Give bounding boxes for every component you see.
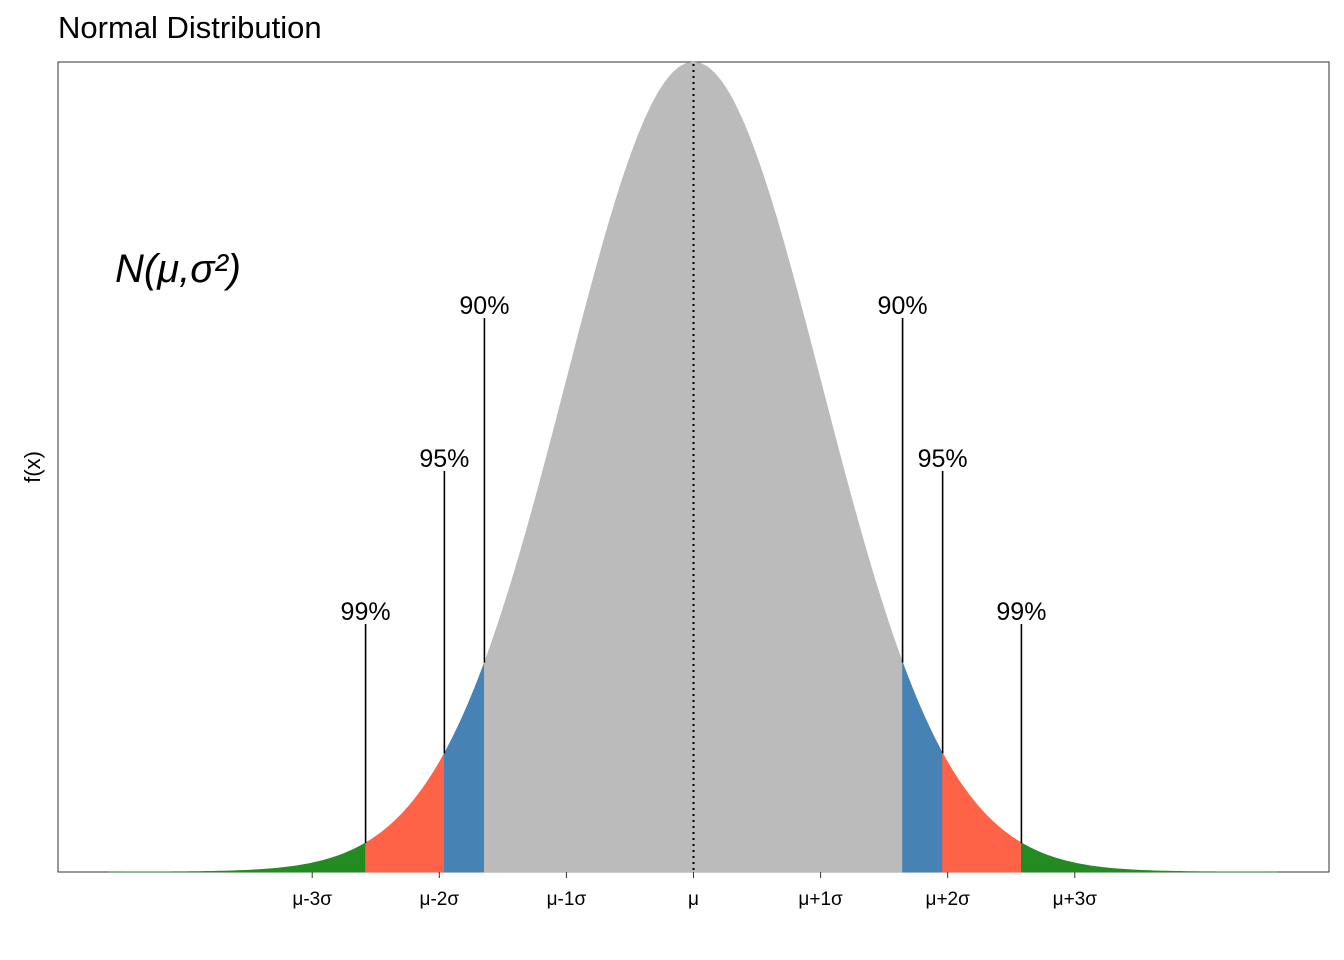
- annotation-label-1: 95%: [419, 445, 469, 473]
- density-region-1: [365, 753, 445, 873]
- y-axis-label: f(x): [20, 451, 45, 483]
- annotation-label-4: 95%: [918, 445, 968, 473]
- annotation-label-5: 99%: [996, 598, 1046, 626]
- x-tick-label-4: μ+1σ: [798, 889, 843, 910]
- chart-title: Normal Distribution: [58, 10, 322, 45]
- x-tick-label-0: μ-3σ: [292, 889, 332, 910]
- annotation-label-3: 90%: [878, 292, 928, 320]
- density-region-5: [942, 753, 1022, 873]
- density-region-2: [443, 662, 485, 873]
- density-region-0: [108, 842, 366, 873]
- x-tick-label-1: μ-2σ: [420, 889, 460, 910]
- density-region-6: [1021, 842, 1279, 873]
- x-tick-label-6: μ+3σ: [1053, 889, 1098, 910]
- interval-annotations: 99% 95% 90% 90% 95% 99%: [341, 292, 1046, 843]
- annotation-label-0: 99%: [341, 598, 391, 626]
- annotation-label-2: 90%: [459, 292, 509, 320]
- distribution-formula: N(μ,σ²): [115, 247, 241, 291]
- x-tick-label-2: μ-1σ: [547, 889, 587, 910]
- x-tick-label-5: μ+2σ: [926, 889, 971, 910]
- x-axis-ticks: μ-3σ μ-2σ μ-1σ μ μ+1σ μ+2σ μ+3σ: [292, 872, 1097, 910]
- x-tick-label-3: μ: [688, 889, 699, 910]
- density-region-4: [902, 662, 944, 873]
